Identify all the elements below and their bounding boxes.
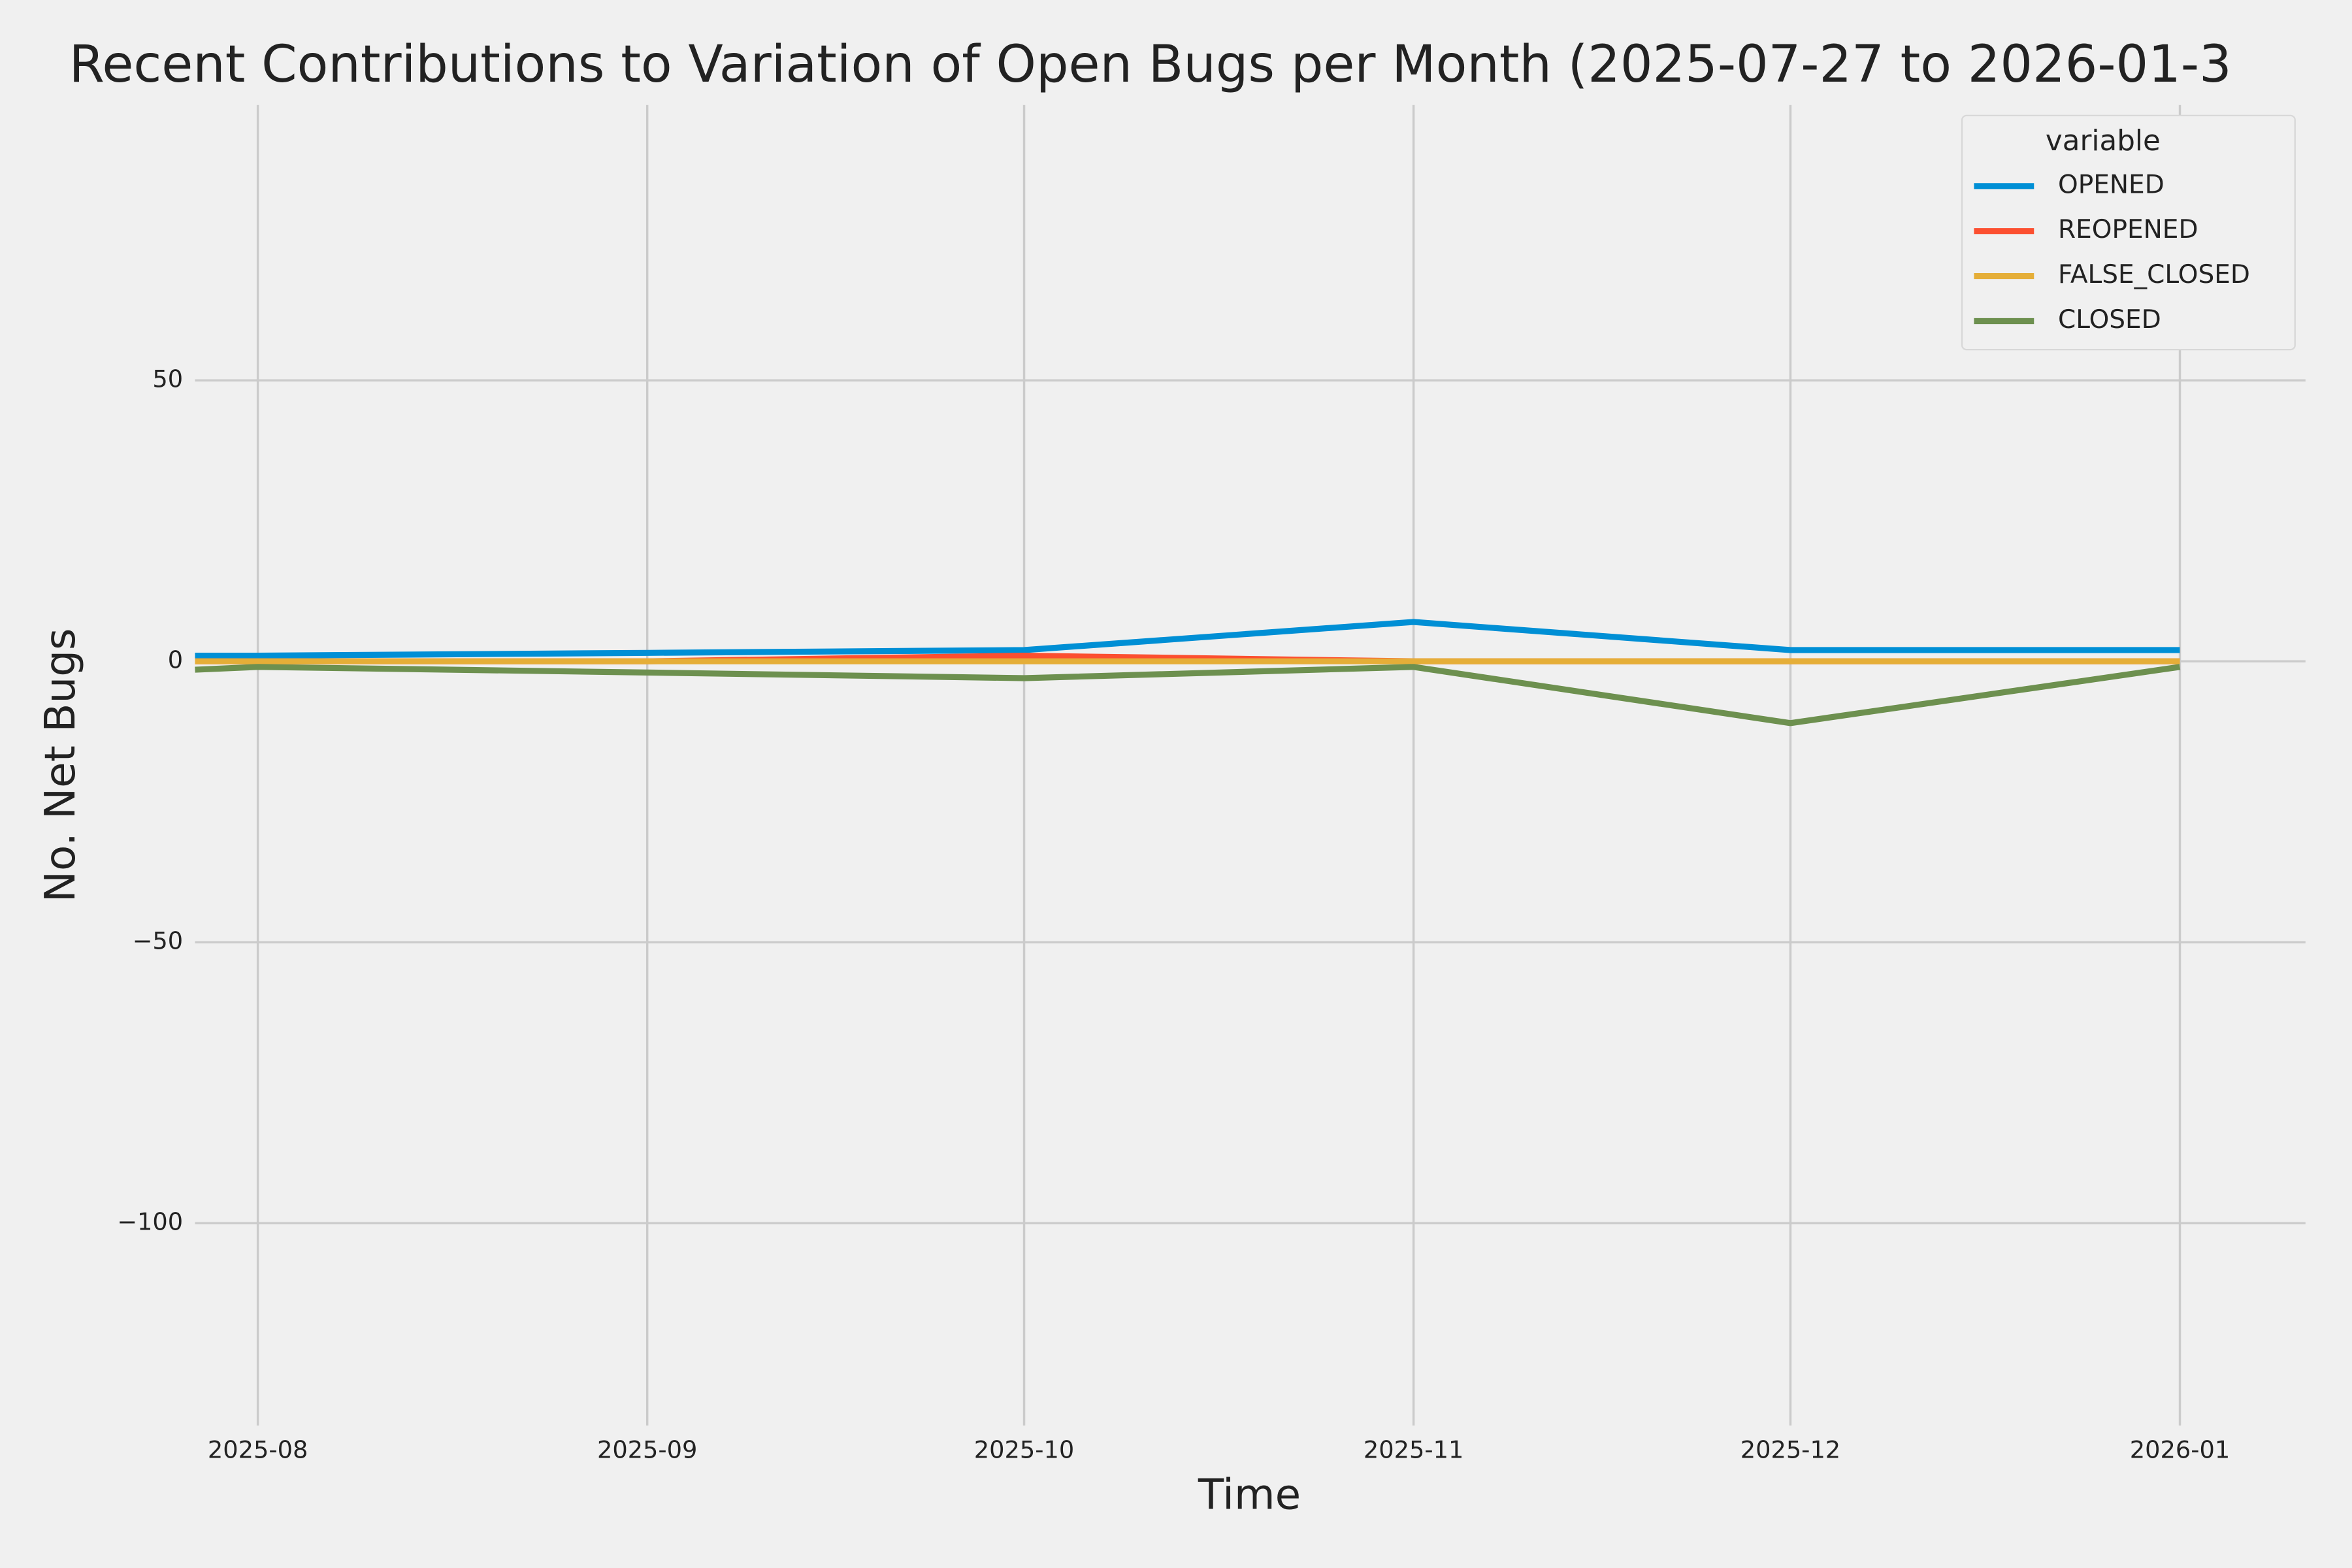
y-tick-label: 0 (168, 646, 183, 674)
x-tick-label: 2025-08 (208, 1435, 308, 1463)
legend-label: OPENED (2058, 170, 2164, 199)
legend-label: REOPENED (2058, 215, 2198, 244)
y-tick-label: 50 (152, 365, 183, 393)
y-tick-label: −50 (133, 927, 184, 955)
legend-label: FALSE_CLOSED (2058, 260, 2250, 289)
series-line (195, 619, 2180, 659)
series-line (195, 664, 2181, 727)
legend-title: variable (2046, 125, 2161, 157)
y-tick-label: −100 (117, 1208, 183, 1236)
x-tick-label: 2026-01 (2130, 1435, 2230, 1463)
y-axis-label: No. Net Bugs (36, 628, 85, 902)
legend: variable OPENED REOPENED FALSE_CLOSED CLOSED (1961, 114, 2296, 351)
x-tick-label: 2025-11 (1364, 1435, 1463, 1463)
x-tick-label: 2025-09 (597, 1435, 697, 1463)
x-tick-label: 2025-12 (1740, 1435, 1840, 1463)
legend-label: CLOSED (2058, 305, 2161, 335)
chart-title: Recent Contributions to Variation of Ope… (69, 35, 2232, 94)
legend-box (1961, 114, 2296, 351)
x-axis-label: Time (1198, 1471, 1301, 1520)
x-tick-label: 2025-10 (974, 1435, 1074, 1463)
